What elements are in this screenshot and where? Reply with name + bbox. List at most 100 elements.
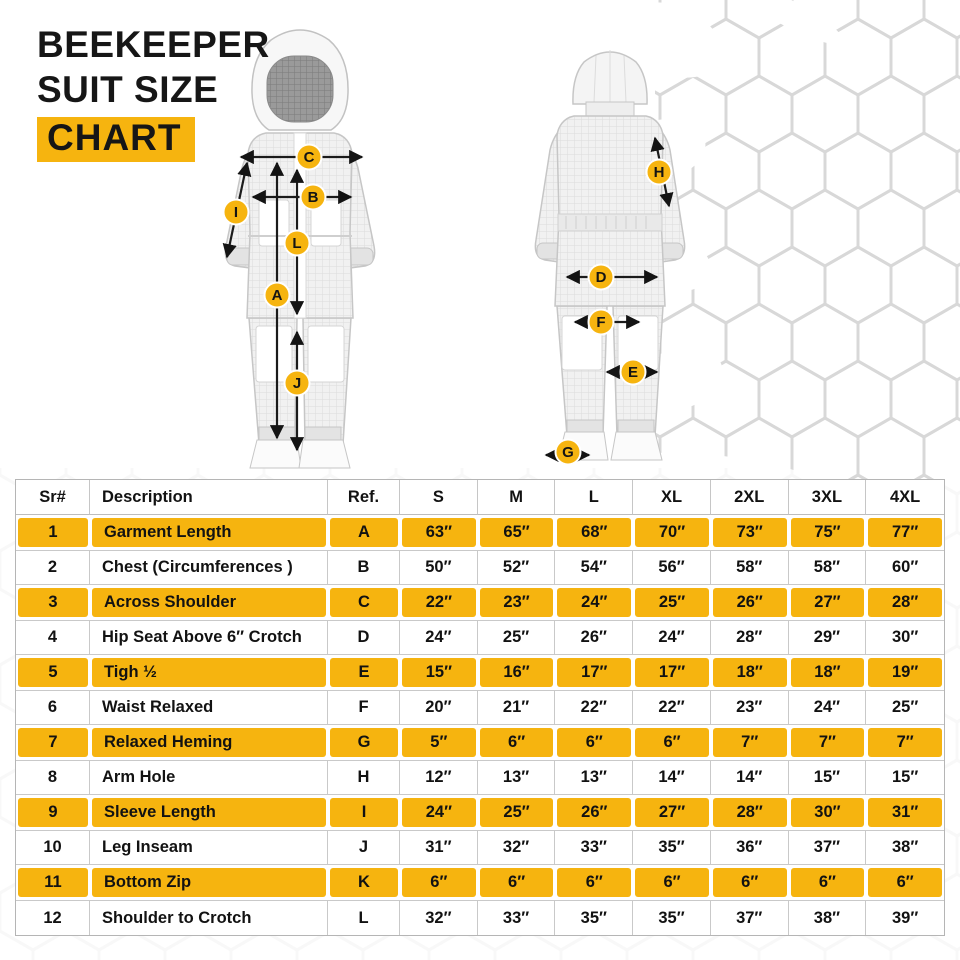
value-cell: 6″: [555, 865, 634, 900]
value-cell: 16″: [477, 655, 556, 690]
description-cell: Garment Length: [90, 515, 328, 550]
value-cell: 23″: [477, 585, 556, 620]
svg-text:J: J: [293, 375, 301, 392]
value-cell: 7″: [788, 725, 867, 760]
value-cell: 28″: [710, 795, 789, 830]
sr-cell: 5: [16, 655, 90, 690]
table-row-10: 10 Leg Inseam J 31″ 32″ 33″ 35″ 36″ 37″ 38″: [16, 830, 944, 865]
value-cell: 22″: [633, 690, 711, 725]
table-row-12: 12 Shoulder to Crotch L 32″ 33″ 35″ 35″ 37″ 38″ 3…: [16, 900, 944, 935]
front-veil-mesh: [266, 55, 334, 123]
header-cell-description: Description: [90, 480, 328, 515]
value-cell: 17″: [633, 655, 711, 690]
value-cell: 15″: [788, 760, 867, 795]
back-waist-gathers: [565, 216, 647, 229]
measure-badge-a: A: [263, 281, 291, 309]
value-cell: 60″: [866, 550, 944, 585]
header-cell-s: S: [400, 480, 478, 515]
measure-badge-i: I: [222, 198, 250, 226]
value-cell: 15″: [866, 760, 944, 795]
value-cell: 13″: [555, 760, 634, 795]
description-cell: Waist Relaxed: [90, 690, 328, 725]
description-cell: Across Shoulder: [90, 585, 328, 620]
value-cell: 6″: [633, 865, 711, 900]
value-cell: 32″: [477, 830, 556, 865]
ref-cell: F: [328, 690, 400, 725]
value-cell: 56″: [633, 550, 711, 585]
ref-cell: I: [328, 795, 400, 830]
value-cell: 63″: [400, 515, 478, 550]
value-cell: 13″: [477, 760, 556, 795]
measure-badge-j: J: [283, 369, 311, 397]
svg-text:A: A: [272, 287, 283, 304]
value-cell: 15″: [400, 655, 478, 690]
front-thigh-pocket-left: [255, 325, 293, 383]
value-cell: 5″: [400, 725, 478, 760]
table-row-8: 8 Arm Hole H 12″ 13″ 13″ 14″ 14″ 15″ 15″: [16, 760, 944, 795]
value-cell: 7″: [866, 725, 944, 760]
value-cell: 28″: [710, 620, 789, 655]
svg-text:I: I: [234, 204, 238, 221]
ref-cell: J: [328, 830, 400, 865]
value-cell: 26″: [710, 585, 789, 620]
ref-cell: A: [328, 515, 400, 550]
header-cell-sr: Sr#: [16, 480, 90, 515]
value-cell: 58″: [710, 550, 789, 585]
front-thigh-pocket-right: [307, 325, 345, 383]
value-cell: 25″: [477, 620, 556, 655]
measure-badge-f: F: [587, 308, 615, 336]
front-right-boot: [298, 439, 351, 469]
value-cell: 6″: [477, 865, 556, 900]
value-cell: 12″: [400, 760, 478, 795]
value-cell: 36″: [710, 830, 789, 865]
back-right-ankle-elastic: [617, 419, 655, 434]
ref-cell: E: [328, 655, 400, 690]
title-line-2: SUIT SIZE: [37, 69, 219, 111]
value-cell: 27″: [633, 795, 711, 830]
svg-text:C: C: [304, 149, 315, 166]
back-suit-illustration: [534, 50, 686, 461]
description-cell: Shoulder to Crotch: [90, 900, 328, 935]
value-cell: 38″: [866, 830, 944, 865]
measure-badge-g: G: [554, 438, 582, 466]
value-cell: 38″: [788, 900, 867, 935]
sr-cell: 1: [16, 515, 90, 550]
svg-text:F: F: [596, 314, 605, 331]
size-table: Sr# Description Ref. S M L XL 2XL 3XL 4XL 1 Garment…: [15, 479, 945, 936]
value-cell: 54″: [555, 550, 634, 585]
suit-diagrams: C B I L A J H D F E G: [222, 29, 686, 469]
value-cell: 7″: [710, 725, 789, 760]
svg-text:D: D: [596, 269, 607, 286]
value-cell: 33″: [555, 830, 634, 865]
measure-badge-c: C: [295, 143, 323, 171]
table-row-11: 11 Bottom Zip K 6″ 6″ 6″ 6″ 6″ 6″ 6″: [16, 865, 944, 900]
value-cell: 6″: [866, 865, 944, 900]
sr-cell: 7: [16, 725, 90, 760]
svg-text:L: L: [292, 235, 301, 252]
value-cell: 37″: [710, 900, 789, 935]
value-cell: 6″: [400, 865, 478, 900]
description-cell: Bottom Zip: [90, 865, 328, 900]
value-cell: 25″: [866, 690, 944, 725]
description-cell: Sleeve Length: [90, 795, 328, 830]
value-cell: 6″: [710, 865, 789, 900]
ref-cell: H: [328, 760, 400, 795]
measure-badge-b: B: [299, 183, 327, 211]
table-row-2: 2 Chest (Circumferences ) B 50″ 52″ 54″ 56″ 58″…: [16, 550, 944, 585]
value-cell: 22″: [555, 690, 634, 725]
header-cell-ref: Ref.: [328, 480, 400, 515]
value-cell: 52″: [477, 550, 556, 585]
value-cell: 24″: [400, 795, 478, 830]
svg-text:H: H: [654, 164, 665, 181]
value-cell: 50″: [400, 550, 478, 585]
table-row-5: 5 Tigh ½ E 15″ 16″ 17″ 17″ 18″ 18″ 19″: [16, 655, 944, 690]
header-cell-xl: XL: [633, 480, 711, 515]
value-cell: 6″: [633, 725, 711, 760]
table-row-1: 1 Garment Length A 63″ 65″ 68″ 70″ 73″ 75″ 77″: [16, 515, 944, 550]
table-row-9: 9 Sleeve Length I 24″ 25″ 26″ 27″ 28″ 30″ 31″: [16, 795, 944, 830]
front-left-boot: [249, 439, 302, 469]
value-cell: 25″: [477, 795, 556, 830]
table-row-6: 6 Waist Relaxed F 20″ 21″ 22″ 22″ 23″ 24″ 25″: [16, 690, 944, 725]
value-cell: 18″: [788, 655, 867, 690]
sr-cell: 3: [16, 585, 90, 620]
